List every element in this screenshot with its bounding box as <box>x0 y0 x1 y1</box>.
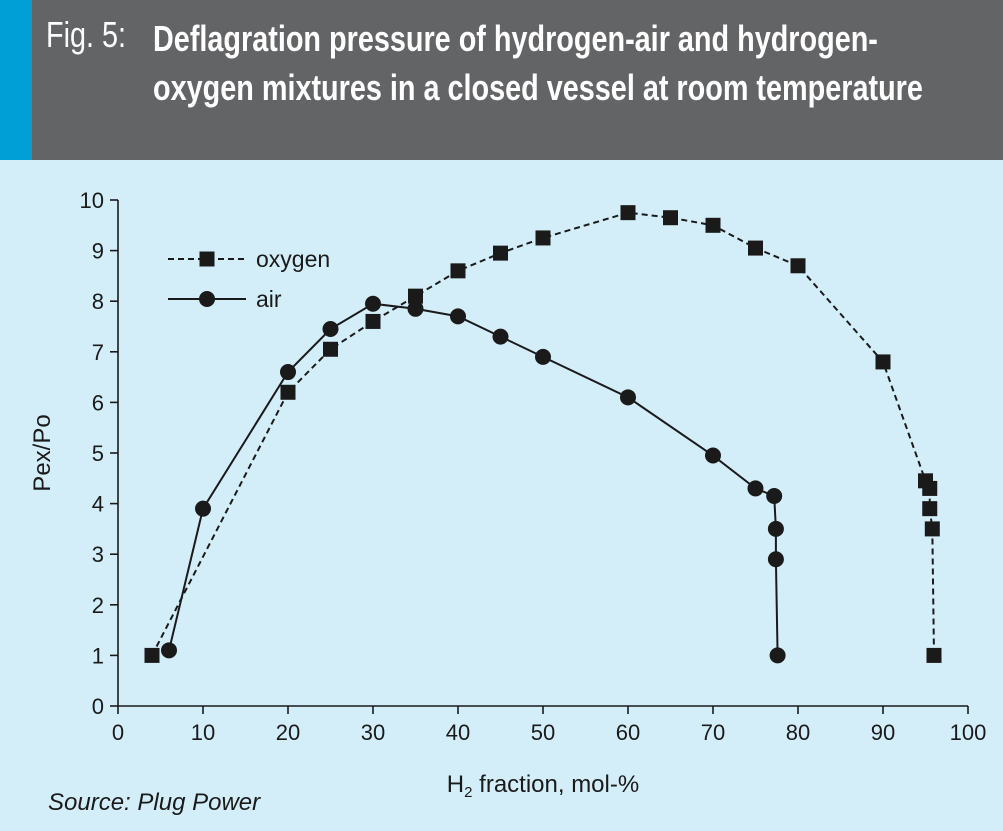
data-point-air <box>766 488 783 505</box>
legend-label-air: air <box>256 286 282 312</box>
y-tick-label: 7 <box>92 340 104 365</box>
data-point-oxygen <box>926 647 942 663</box>
x-tick-label: 40 <box>446 720 470 745</box>
x-axis-title: H2 fraction, mol-% <box>447 771 639 801</box>
data-point-air <box>769 647 786 664</box>
y-tick-label: 2 <box>92 593 104 618</box>
data-point-air <box>365 295 381 312</box>
x-tick-label: 50 <box>531 720 555 745</box>
legend-label-oxygen: oxygen <box>256 246 330 272</box>
data-point-oxygen <box>620 205 636 221</box>
data-point-air <box>407 300 424 317</box>
data-point-oxygen <box>922 480 938 496</box>
data-point-air <box>161 642 177 659</box>
data-point-air <box>747 480 764 497</box>
y-tick-label: 0 <box>92 694 104 719</box>
x-tick-label: 20 <box>276 720 300 745</box>
x-tick-label: 60 <box>616 720 640 745</box>
x-tick-label: 30 <box>361 720 385 745</box>
y-tick-label: 4 <box>92 492 104 517</box>
data-point-oxygen <box>144 647 160 663</box>
y-tick-label: 6 <box>92 390 104 415</box>
y-tick-label: 9 <box>92 239 104 264</box>
series-line-air <box>168 302 779 656</box>
series-markers <box>144 205 942 664</box>
data-point-oxygen <box>408 288 423 304</box>
data-point-oxygen <box>450 263 466 279</box>
data-point-oxygen <box>790 258 806 274</box>
data-point-oxygen <box>535 230 551 246</box>
axes <box>117 200 968 707</box>
ticks: 0 10 20 30 40 50 60 70 80 90 100 0 1 2 3 4 5 6 7 8 9 10 <box>80 188 987 745</box>
x-tick-label: 90 <box>871 720 895 745</box>
data-point-air <box>322 321 339 338</box>
x-tick-label: 0 <box>112 720 124 745</box>
chart: 0 10 20 30 40 50 60 70 80 90 100 0 1 2 3 4 5 6 7 8 9 10 oxyge… <box>29 188 987 801</box>
y-tick-label: 10 <box>80 188 104 213</box>
data-point-oxygen <box>922 501 938 517</box>
data-point-oxygen <box>705 217 721 233</box>
data-point-air <box>620 389 636 406</box>
data-point-oxygen <box>924 521 940 537</box>
series-lines <box>151 211 935 656</box>
y-tick-label: 3 <box>92 542 104 567</box>
data-point-oxygen <box>663 210 678 226</box>
data-point-air <box>450 308 466 325</box>
data-point-oxygen <box>493 245 508 261</box>
data-point-air <box>535 348 551 365</box>
x-tick-label: 10 <box>191 720 215 745</box>
data-point-oxygen <box>748 240 763 256</box>
x-axis-title-main: H <box>447 771 464 798</box>
figure-header: Fig. 5: Deflagration pressure of hydroge… <box>0 0 1003 160</box>
data-point-air <box>767 520 784 537</box>
y-tick-label: 5 <box>92 441 104 466</box>
y-axis-title: Pex/Po <box>29 414 56 491</box>
data-point-oxygen <box>365 313 381 329</box>
x-axis-title-rest: fraction, mol-% <box>472 771 639 798</box>
data-point-oxygen <box>875 354 891 370</box>
figure-label: Fig. 5: <box>46 14 127 55</box>
data-point-air <box>767 551 784 568</box>
x-tick-label: 100 <box>950 720 987 745</box>
data-point-oxygen <box>323 341 338 357</box>
source-note: Source: Plug Power <box>48 789 261 816</box>
y-tick-label: 1 <box>92 643 104 668</box>
x-axis-title-subscript: 2 <box>464 784 472 801</box>
legend-marker-air <box>199 291 215 307</box>
legend: oxygen air <box>168 246 330 312</box>
data-point-air <box>705 447 721 464</box>
data-point-air <box>280 364 296 381</box>
data-point-oxygen <box>280 384 296 400</box>
y-tick-label: 8 <box>92 289 104 314</box>
x-tick-label: 70 <box>701 720 725 745</box>
data-point-air <box>492 328 509 345</box>
x-tick-label: 80 <box>786 720 810 745</box>
legend-marker-oxygen <box>199 251 215 267</box>
series-line-oxygen <box>151 211 935 656</box>
figure-title: Deflagration pressure of hydrogen-air an… <box>153 18 923 108</box>
accent-strip <box>0 0 32 160</box>
data-point-air <box>195 500 211 517</box>
